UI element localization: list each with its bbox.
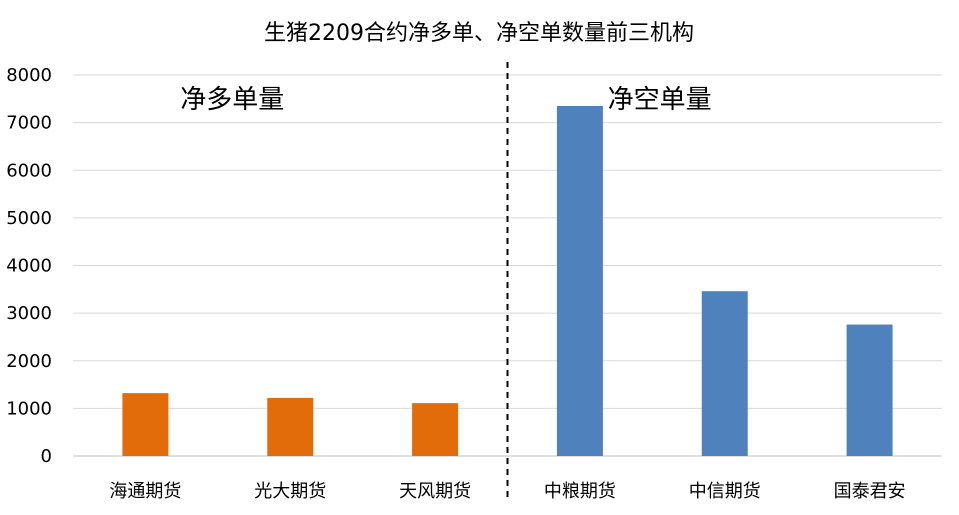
x-tick-label: 海通期货 [109,481,181,502]
bar [267,397,314,456]
y-tick-label: 0 [41,446,52,467]
bar [556,105,603,457]
net-short-section-label: 净空单量 [608,85,712,115]
x-tick-label: 中粮期货 [544,481,616,502]
bar [846,324,893,456]
y-tick-label: 6000 [6,160,52,181]
net-long-section-label: 净多单量 [180,85,284,115]
y-tick-label: 5000 [6,208,52,229]
y-tick-label: 1000 [6,398,52,419]
bar [412,403,459,456]
y-axis-ticks: 0 1000 2000 3000 4000 5000 6000 7000 8000 [6,65,52,467]
bars [122,105,893,457]
x-axis-ticks: 海通期货 光大期货 天风期货 中粮期货 中信期货 国泰君安 [109,481,905,502]
x-tick-label: 天风期货 [399,481,471,502]
y-tick-label: 8000 [6,65,52,86]
y-tick-label: 4000 [6,256,52,277]
x-tick-label: 国泰君安 [834,481,906,502]
chart-title: 生猪2209合约净多单、净空单数量前三机构 [264,21,694,46]
y-tick-label: 3000 [6,303,52,324]
x-tick-label: 中信期货 [689,481,761,502]
y-tick-label: 7000 [6,113,52,134]
bar [122,393,169,456]
y-tick-label: 2000 [6,351,52,372]
bar [701,291,748,456]
x-tick-label: 光大期货 [254,481,326,502]
